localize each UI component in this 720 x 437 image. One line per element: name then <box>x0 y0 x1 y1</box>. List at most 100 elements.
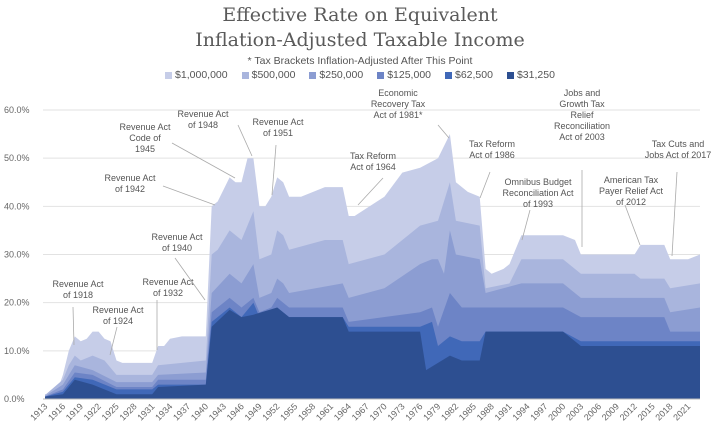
x-tick-label: 1979 <box>421 401 442 422</box>
x-tick-label: 2012 <box>618 401 639 422</box>
annotation-line: American Tax <box>604 175 659 185</box>
legend-swatch <box>445 71 452 79</box>
annotation-line: of 1942 <box>115 184 145 194</box>
legend-item: $1,000,000 <box>165 69 228 81</box>
x-tick-label: 1991 <box>493 401 514 422</box>
annotation-line: Jobs Act of 2017 <box>645 150 712 160</box>
annotation-line: Payer Relief Act <box>599 186 664 196</box>
y-tick-label: 0.0% <box>4 394 25 404</box>
annotation-line: Growth Tax <box>559 99 605 109</box>
annotation-line: of 1993 <box>523 199 553 209</box>
x-tick-label: 1952 <box>260 401 281 422</box>
annotation-leader-line <box>162 185 216 206</box>
legend-swatch <box>165 71 173 79</box>
x-tick-label: 1967 <box>350 401 371 422</box>
x-tick-label: 2018 <box>653 401 674 422</box>
annotation-leader-line <box>437 124 450 139</box>
annotation-label: Omnibus Budget Reconciliation Act of 1993 <box>502 177 574 209</box>
annotation-line: Act of 1986 <box>469 150 515 160</box>
legend-label: $31,250 <box>516 69 555 81</box>
x-tick-label: 1940 <box>189 401 210 422</box>
chart-title-line-1: Effective Rate on Equivalent <box>222 4 498 26</box>
x-tick-label: 1973 <box>385 401 406 422</box>
legend-item: $500,000 <box>241 69 296 81</box>
annotation-line: Economic <box>378 88 418 98</box>
annotation-label: Tax Reform Act of 1964 <box>350 151 396 172</box>
annotation-label: Revenue Act of 1932 <box>142 277 194 298</box>
legend-item: $250,000 <box>309 69 363 81</box>
x-tick-label: 1949 <box>243 401 264 422</box>
legend-swatch <box>309 71 317 79</box>
annotation-label: American Tax Payer Relief Act of 2012 <box>599 175 664 207</box>
annotation-line: of 1940 <box>162 243 192 253</box>
annotation-leader-line <box>671 171 678 257</box>
annotation-line: of 2012 <box>616 197 646 207</box>
x-tick-label: 1997 <box>528 401 549 422</box>
x-tick-label: 2021 <box>671 401 692 422</box>
annotation-label: Revenue Act of 1940 <box>151 232 203 253</box>
x-tick-label: 1913 <box>28 401 49 422</box>
annotation-leader-line <box>171 142 236 179</box>
x-tick-label: 1961 <box>314 401 335 422</box>
x-tick-label: 1985 <box>457 401 478 422</box>
chart-title-line-2: Inflation-Adjusted Taxable Income <box>195 29 525 51</box>
annotation-line: Act of 2003 <box>559 132 605 142</box>
x-tick-label: 1937 <box>171 401 192 422</box>
annotation-line: Revenue Act <box>142 277 194 287</box>
annotation-label: Revenue Act of 1924 <box>92 305 144 326</box>
annotation-line: Jobs and <box>564 88 601 98</box>
annotation-label: Revenue Act Code of 1945 <box>119 122 171 154</box>
x-tick-label: 1976 <box>403 401 424 422</box>
annotation-line: Act of 1964 <box>350 162 396 172</box>
y-tick-label: 60.0% <box>4 105 30 115</box>
x-tick-label: 1916 <box>46 401 67 422</box>
y-tick-label: 10.0% <box>4 346 30 356</box>
annotation-line: Recovery Tax <box>371 99 426 109</box>
legend-item: $31,250 <box>506 69 555 81</box>
annotation-line: Revenue Act <box>92 305 144 315</box>
x-tick-label: 1922 <box>82 401 103 422</box>
legend-item: $125,000 <box>377 69 431 81</box>
annotation-leader-line <box>109 326 118 356</box>
annotation-line: Code of <box>129 133 161 143</box>
legend-swatch <box>506 71 514 79</box>
annotation-line: Omnibus Budget <box>504 177 572 187</box>
x-tick-label: 1931 <box>135 401 156 422</box>
x-tick-label: 1946 <box>225 401 246 422</box>
x-tick-label: 1964 <box>332 401 353 422</box>
x-tick-label: 1928 <box>117 401 138 422</box>
x-tick-label: 1970 <box>368 401 389 422</box>
annotation-line: Reconciliation <box>554 121 610 131</box>
annotation-line: Revenue Act <box>177 109 229 119</box>
annotation-label: Revenue Act of 1951 <box>252 117 304 138</box>
annotation-label: Revenue Act of 1942 <box>104 173 156 194</box>
annotation-line: Revenue Act <box>52 279 104 289</box>
y-tick-label: 30.0% <box>4 250 30 260</box>
x-tick-label: 1994 <box>510 401 531 422</box>
legend-label: $62,500 <box>455 69 493 81</box>
annotation-line: Relief <box>570 110 594 120</box>
x-tick-label: 1982 <box>439 401 460 422</box>
x-tick-label: 2015 <box>636 401 657 422</box>
annotation-line: of 1948 <box>188 120 218 130</box>
x-tick-label: 1955 <box>278 401 299 422</box>
area-31250 <box>45 307 700 399</box>
annotation-label: Tax Cuts and Jobs Act of 2017 <box>645 139 712 160</box>
legend-swatch <box>241 71 249 79</box>
annotation-line: 1945 <box>135 144 155 154</box>
x-tick-label: 1934 <box>153 401 174 422</box>
x-tick-label: 2000 <box>546 401 567 422</box>
annotation-line: Tax Reform <box>350 151 396 161</box>
annotation-line: of 1951 <box>263 128 293 138</box>
annotation-leader-line <box>357 177 384 206</box>
x-tick-label: 2003 <box>564 401 585 422</box>
x-tick-label: 2009 <box>600 401 621 422</box>
annotation-leader-line <box>479 171 491 199</box>
legend-label: $500,000 <box>251 69 296 81</box>
annotation-leader-line <box>174 257 206 301</box>
y-tick-label: 20.0% <box>4 298 30 308</box>
legend-label: $1,000,000 <box>175 69 228 81</box>
annotation-line: Tax Reform <box>469 139 515 149</box>
legend-label: $125,000 <box>387 69 431 81</box>
annotation-label: Revenue Act of 1948 <box>177 109 229 130</box>
